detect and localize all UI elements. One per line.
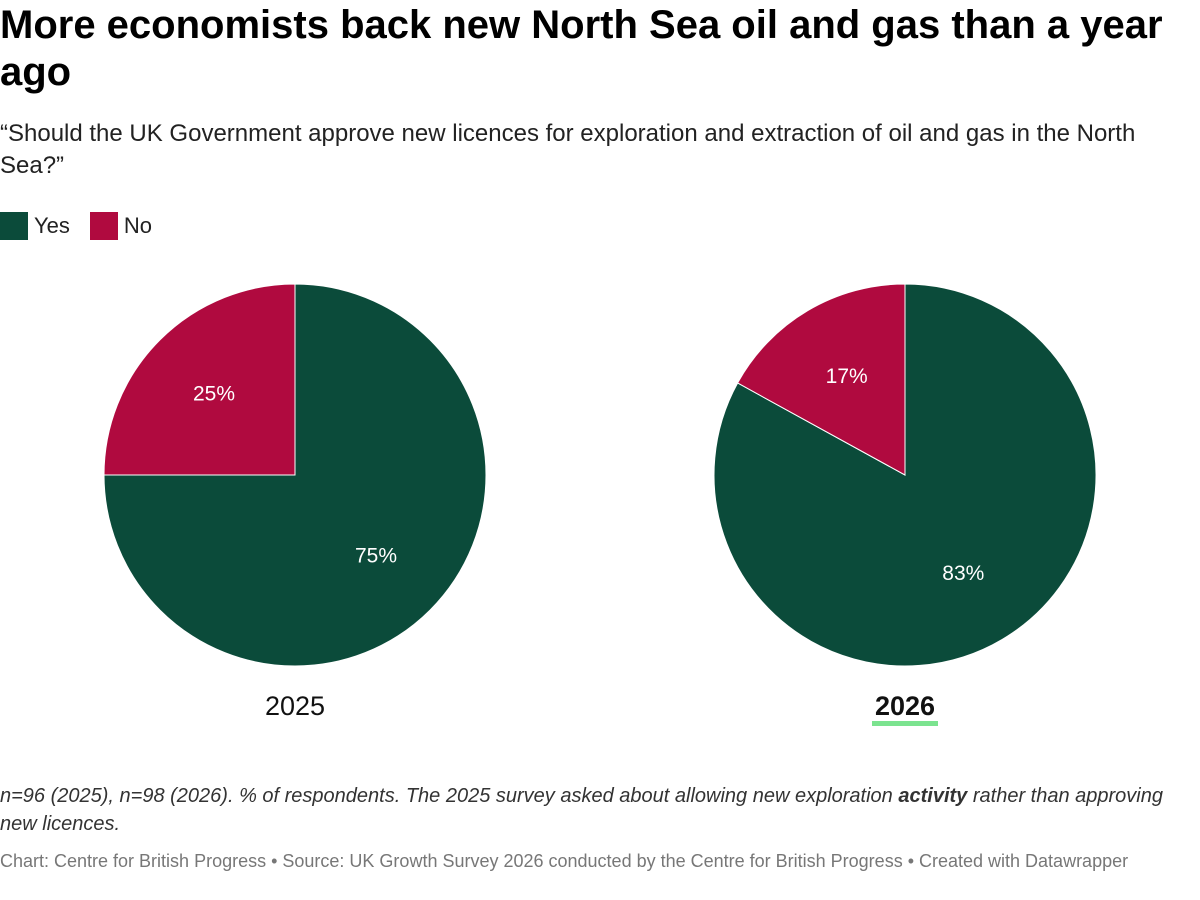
pie-year-label-2025: 2025 (265, 691, 325, 721)
pie-label-2025-yes: 75% (355, 545, 397, 568)
pie-charts: 75% 25% 2025 83% 17% 2026 (0, 270, 1200, 740)
chart-notes: n=96 (2025), n=98 (2026). % of responden… (0, 782, 1195, 838)
legend-item-no: No (89, 212, 153, 240)
legend: Yes No (0, 212, 172, 240)
chart-subtitle: “Should the UK Government approve new li… (0, 120, 1136, 179)
chart-title: More economists back new North Sea oil a… (0, 3, 1163, 94)
pie-slice-2026-no (736, 283, 906, 476)
legend-label-yes: Yes (34, 213, 70, 238)
pie-2025: 75% 25% 2025 (103, 283, 487, 721)
notes-bold: activity (898, 785, 968, 807)
notes-text-1: n=96 (2025), n=98 (2026). % of responden… (0, 785, 899, 807)
legend-swatch-no (89, 212, 118, 240)
pie-slice-2025-no (103, 283, 296, 476)
pie-label-2026-no: 17% (826, 365, 868, 388)
pie-charts-svg: 75% 25% 2025 83% 17% 2026 (103, 283, 1097, 726)
pie-year-underline-2026 (872, 721, 938, 726)
pie-label-2026-yes: 83% (942, 562, 984, 585)
legend-label-no: No (123, 213, 153, 238)
pie-year-label-2026: 2026 (875, 691, 935, 721)
chart-footer: Chart: Centre for British Progress • Sou… (0, 851, 1129, 871)
legend-swatch-yes (0, 212, 28, 240)
pie-slice-2025-yes (103, 283, 487, 667)
pie-2026: 83% 17% 2026 (713, 283, 1097, 726)
pie-label-2025-no: 25% (193, 383, 235, 406)
legend-item-yes: Yes (0, 212, 70, 240)
notes-text-2: rather than approving new licences. (0, 785, 1163, 835)
